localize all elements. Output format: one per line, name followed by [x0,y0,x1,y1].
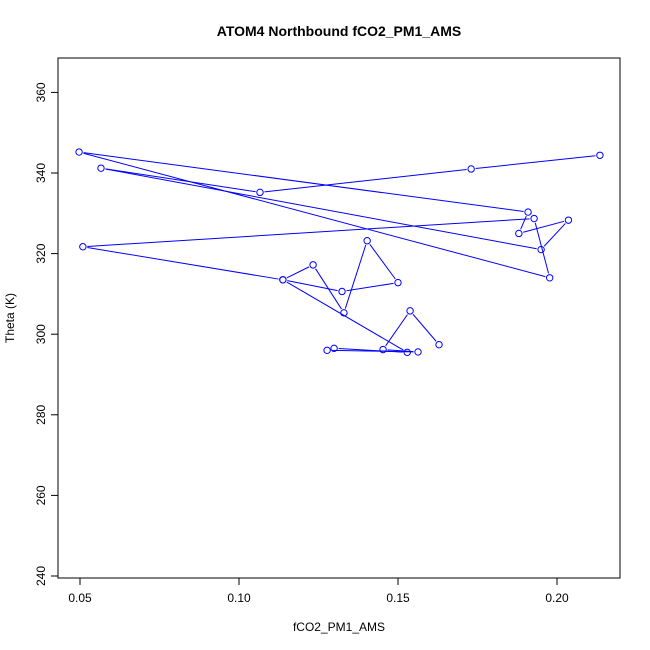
data-point [414,348,422,356]
series-segment [346,282,394,292]
chart-title: ATOM4 Northbound fCO2_PM1_AMS [217,23,462,39]
data-point [309,261,317,269]
data-point [323,346,331,355]
data-point [596,151,604,159]
y-tick-label: 260 [34,485,48,505]
series-segment [385,314,408,347]
data-point [467,165,475,173]
y-tick-label: 280 [34,404,48,424]
series-segment [264,168,467,193]
data-point [256,188,264,197]
data-point [79,243,87,251]
data-point [363,237,371,245]
x-tick-label: 0.10 [227,591,251,605]
series-segment [105,168,256,193]
data-point [545,274,554,282]
series-segment [534,222,550,274]
series-segment [387,349,414,353]
data-point [537,245,545,254]
series-segment [369,244,396,280]
series-segment [87,246,279,280]
x-axis-label: fCO2_PM1_AMS [293,620,385,634]
data-point [279,276,287,284]
plot-frame [57,57,621,579]
data-point [435,340,443,349]
series-segment [286,266,310,279]
data-point [515,229,523,238]
series-segment [412,313,437,342]
data-point [524,208,532,216]
series-segment [83,152,524,212]
series-segment [315,268,342,310]
y-tick-label: 300 [34,324,48,344]
data-point [340,309,348,317]
data-point [564,216,573,224]
data-point [338,287,346,296]
data-point [406,307,414,315]
x-tick-label: 0.15 [386,591,410,605]
y-tick-label: 340 [34,163,48,183]
y-tick-label: 240 [34,566,48,586]
series-segment [331,349,414,353]
data-point [97,164,105,172]
series-segment [344,244,367,309]
data-point [394,278,402,287]
data-point [530,214,538,223]
data-point [379,345,387,354]
series-segment [475,155,596,169]
data-point [75,148,83,156]
series-segment [287,280,338,292]
y-axis-label: Theta (K) [3,293,17,343]
series-segment [105,168,537,250]
x-tick-label: 0.20 [545,591,569,605]
data-point [403,348,411,357]
data-point [330,344,338,353]
series-segment [523,220,565,233]
series-segment [87,218,530,247]
series-segment [520,216,527,230]
series-segment [83,152,546,278]
y-tick-label: 360 [34,82,48,102]
series-segment [543,223,566,247]
y-tick-label: 320 [34,243,48,263]
x-tick-label: 0.05 [68,591,92,605]
